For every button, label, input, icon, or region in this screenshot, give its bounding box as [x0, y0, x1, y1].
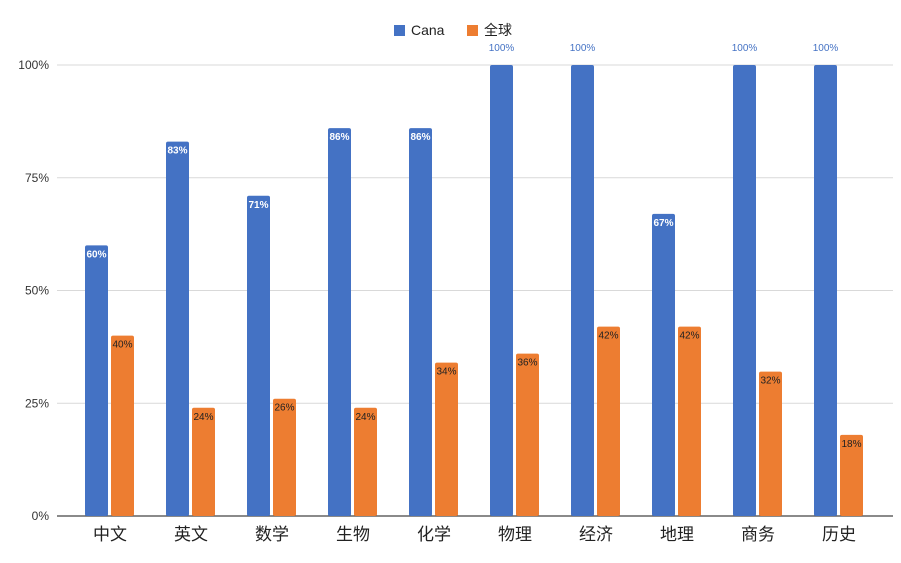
- bar-cana: [652, 213, 675, 516]
- x-tick-label: 物理: [498, 525, 532, 545]
- bar-cana: [247, 195, 270, 517]
- data-label-cana: 100%: [489, 43, 515, 54]
- y-tick-label: 50%: [25, 284, 49, 298]
- data-label-cana: 100%: [732, 43, 758, 54]
- bar-global: [516, 353, 539, 516]
- bar-cana: [328, 128, 351, 516]
- bar-global: [759, 371, 782, 516]
- bar-global: [435, 362, 458, 516]
- x-tick-label: 生物: [336, 525, 370, 545]
- bar-global: [840, 434, 863, 516]
- bar-cana: [409, 128, 432, 516]
- x-axis: 中文 英文 数学 生物 化学 物理 经济 地理 商务 历史: [93, 525, 856, 545]
- y-tick-label: 75%: [25, 171, 49, 185]
- legend: Cana 全球: [394, 22, 512, 38]
- data-label-cana: 83%: [167, 146, 187, 157]
- bar-global: [597, 326, 620, 516]
- data-label-global: 26%: [274, 403, 294, 414]
- data-label-cana: 100%: [570, 43, 596, 54]
- data-label-global: 42%: [679, 331, 699, 342]
- data-labels: 60% 40% 83% 24% 71% 26% 86% 24% 86% 34% 100% 36% 100…: [86, 43, 861, 450]
- data-label-global: 42%: [598, 331, 618, 342]
- bar-cana: [571, 65, 594, 516]
- legend-label-cana: Cana: [411, 22, 445, 38]
- bar-cana: [85, 245, 108, 516]
- data-label-cana: 71%: [248, 200, 268, 211]
- y-tick-label: 100%: [18, 58, 49, 72]
- data-label-global: 24%: [355, 412, 375, 423]
- data-label-cana: 86%: [329, 132, 349, 143]
- bar-global: [273, 398, 296, 516]
- legend-swatch-cana: [394, 25, 405, 36]
- legend-swatch-global: [467, 25, 478, 36]
- bar-global: [678, 326, 701, 516]
- x-tick-label: 地理: [660, 525, 694, 545]
- x-tick-label: 商务: [741, 525, 775, 545]
- bars: [85, 65, 863, 517]
- data-label-cana: 60%: [86, 249, 106, 260]
- bar-global: [354, 407, 377, 516]
- data-label-cana: 67%: [653, 218, 673, 229]
- data-label-global: 32%: [760, 376, 780, 387]
- data-label-global: 24%: [193, 412, 213, 423]
- y-tick-label: 25%: [25, 396, 49, 410]
- y-tick-label: 0%: [32, 509, 50, 523]
- data-label-global: 40%: [112, 340, 132, 351]
- data-label-cana: 100%: [813, 43, 839, 54]
- x-tick-label: 经济: [579, 525, 613, 545]
- data-label-cana: 86%: [410, 132, 430, 143]
- y-axis: 0% 25% 50% 75% 100%: [18, 58, 49, 523]
- bar-cana: [733, 65, 756, 516]
- data-label-global: 36%: [517, 358, 537, 369]
- x-tick-label: 历史: [822, 525, 856, 545]
- legend-label-global: 全球: [484, 22, 512, 38]
- data-label-global: 34%: [436, 367, 456, 378]
- x-tick-label: 化学: [417, 525, 451, 545]
- bar-cana: [166, 141, 189, 517]
- bar-global: [192, 407, 215, 516]
- bar-cana: [490, 65, 513, 516]
- x-tick-label: 中文: [93, 525, 127, 545]
- bar-global: [111, 335, 134, 516]
- data-label-global: 18%: [841, 439, 861, 450]
- x-tick-label: 数学: [255, 525, 289, 545]
- x-tick-label: 英文: [174, 525, 208, 545]
- bar-cana: [814, 65, 837, 516]
